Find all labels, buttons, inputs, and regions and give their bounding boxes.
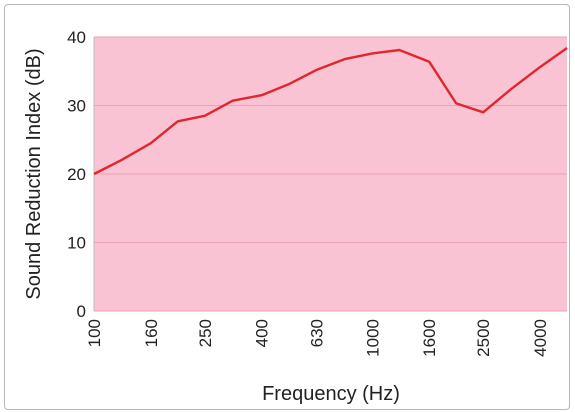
x-axis-title: Frequency (Hz) [262, 383, 400, 405]
x-tick-label: 2500 [474, 319, 493, 357]
y-tick-labels: 0 10 20 30 40 [67, 28, 86, 321]
y-tick-label: 30 [67, 97, 86, 116]
x-tick-label: 400 [253, 319, 272, 347]
x-tick-label: 250 [196, 319, 215, 347]
x-tick-labels: 100 160 250 400 630 1000 1600 2500 4000 [85, 319, 550, 357]
y-tick-label: 0 [77, 302, 86, 321]
x-tick-label: 100 [85, 319, 104, 347]
y-tick-label: 20 [67, 165, 86, 184]
x-tick-label: 1000 [363, 319, 382, 357]
y-axis-title: Sound Reduction Index (dB) [23, 48, 45, 299]
x-tick-label: 4000 [531, 319, 550, 357]
x-tick-label: 1600 [420, 319, 439, 357]
x-tick-label: 160 [142, 319, 161, 347]
y-tick-label: 10 [67, 234, 86, 253]
x-tick-label: 630 [308, 319, 327, 347]
series-line [93, 47, 568, 176]
y-tick-label: 40 [67, 28, 86, 47]
